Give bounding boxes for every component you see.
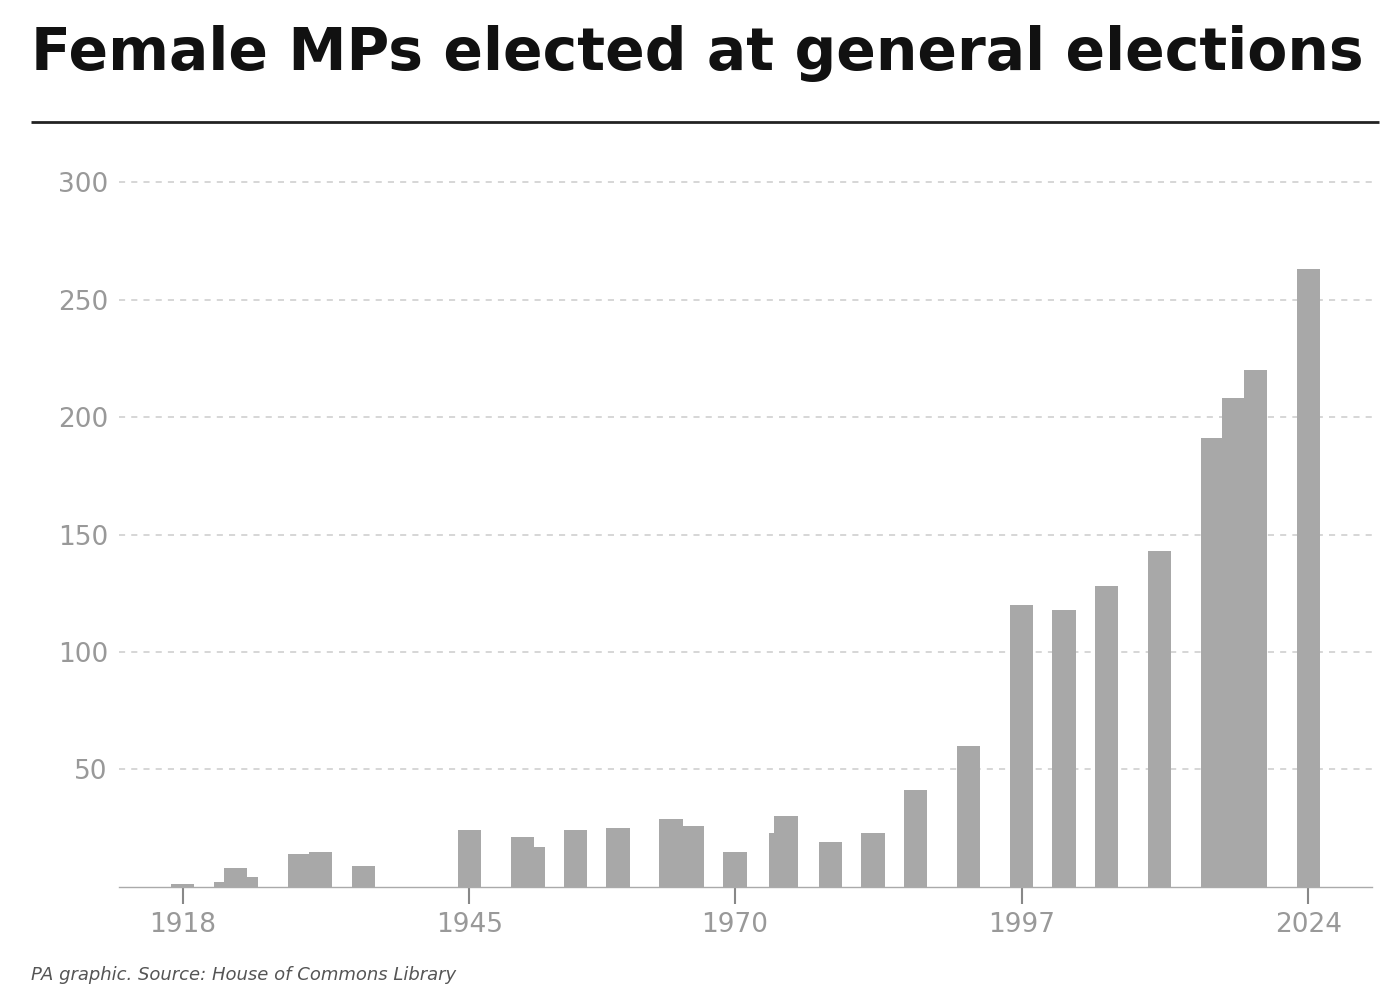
Bar <box>511 838 535 887</box>
Bar <box>1009 605 1033 887</box>
Bar <box>1201 438 1225 887</box>
Bar <box>564 831 587 887</box>
Bar <box>956 745 980 887</box>
Bar <box>659 819 683 887</box>
Bar <box>1148 551 1172 887</box>
Bar <box>171 885 195 887</box>
Bar <box>680 826 704 887</box>
Text: Female MPs elected at general elections: Female MPs elected at general elections <box>31 25 1364 82</box>
Bar <box>521 847 545 887</box>
Bar <box>214 882 237 887</box>
Bar <box>1243 370 1267 887</box>
Bar <box>351 866 375 887</box>
Bar <box>904 791 927 887</box>
Bar <box>309 852 332 887</box>
Bar <box>1095 586 1119 887</box>
Text: PA graphic. Source: House of Commons Library: PA graphic. Source: House of Commons Lib… <box>31 966 456 984</box>
Bar <box>288 854 311 887</box>
Bar <box>1053 609 1075 887</box>
Bar <box>458 831 482 887</box>
Bar <box>224 868 248 887</box>
Bar <box>606 828 630 887</box>
Bar <box>861 833 885 887</box>
Bar <box>235 878 258 887</box>
Bar <box>724 852 746 887</box>
Bar <box>819 842 843 887</box>
Bar <box>774 817 798 887</box>
Bar <box>1296 270 1320 887</box>
Bar <box>1222 398 1246 887</box>
Bar <box>769 833 792 887</box>
